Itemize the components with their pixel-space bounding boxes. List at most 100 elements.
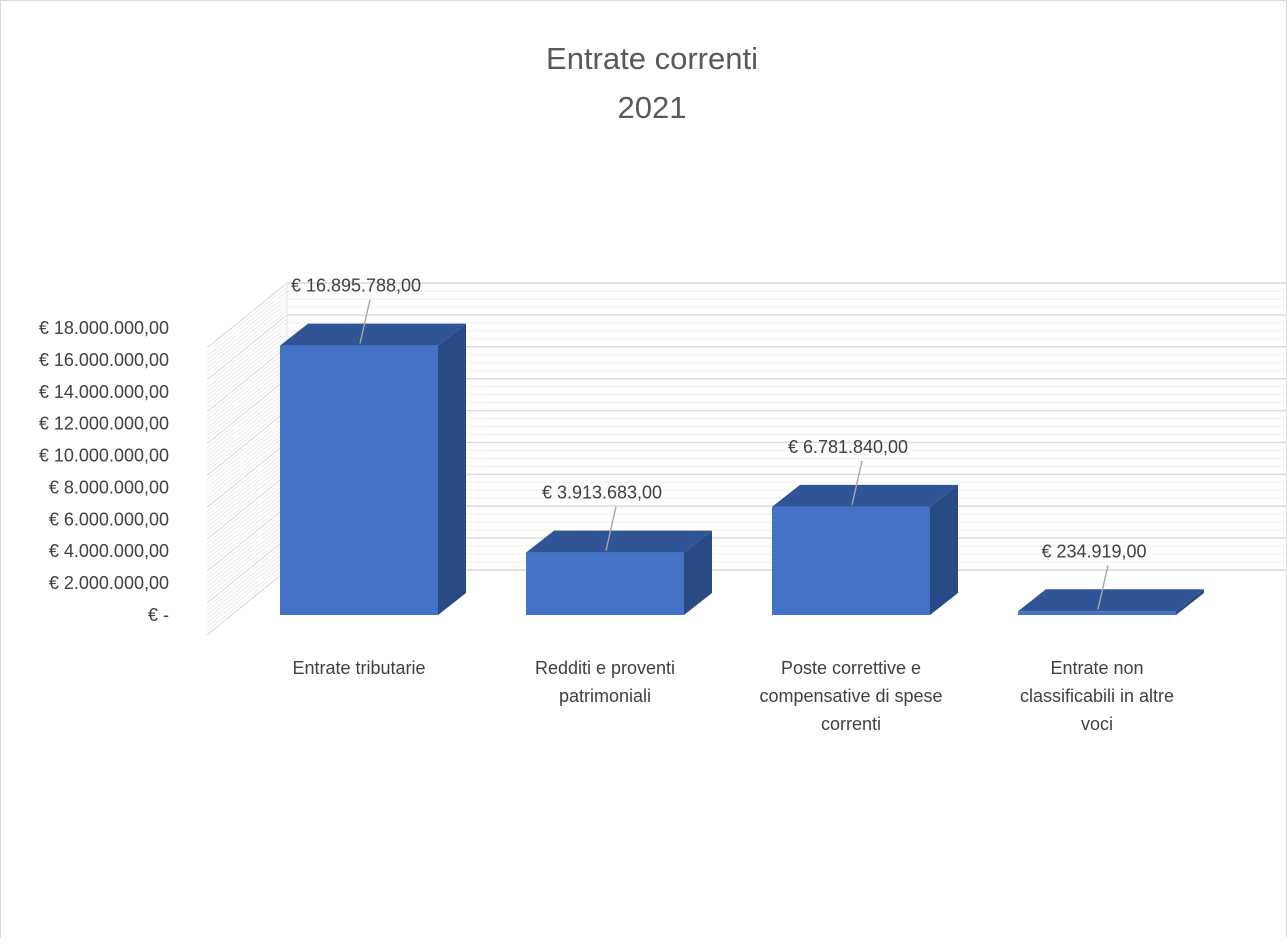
side-wall-hatch bbox=[206, 318, 288, 385]
bar bbox=[526, 552, 684, 615]
side-wall-hatch bbox=[206, 370, 288, 437]
y-tick-label: € 12.000.000,00 bbox=[39, 414, 169, 434]
bar bbox=[772, 506, 930, 615]
side-wall-hatch bbox=[206, 501, 288, 568]
category-label: classificabili in altre bbox=[1020, 686, 1174, 706]
side-wall-hatch bbox=[206, 525, 288, 592]
side-wall-hatch bbox=[206, 366, 288, 433]
data-label: € 3.913.683,00 bbox=[542, 483, 662, 503]
side-wall-hatch bbox=[206, 485, 288, 552]
side-wall-hatch bbox=[206, 338, 288, 405]
side-wall-hatch bbox=[206, 430, 288, 496]
data-label: € 6.781.840,00 bbox=[788, 437, 908, 457]
gridline-side bbox=[206, 314, 288, 381]
bar-top bbox=[772, 484, 958, 507]
data-label-leader bbox=[359, 299, 371, 344]
side-wall-hatch bbox=[206, 418, 288, 484]
side-wall-hatch bbox=[206, 406, 288, 472]
side-wall-hatch bbox=[206, 545, 288, 612]
side-wall-hatch bbox=[206, 481, 288, 548]
side-wall-hatch bbox=[206, 450, 288, 516]
category-label: voci bbox=[1081, 714, 1113, 734]
side-wall-hatch bbox=[206, 541, 288, 608]
side-wall-hatch bbox=[206, 454, 288, 520]
chart-title: Entrate correnti bbox=[546, 41, 758, 76]
side-wall-hatch bbox=[206, 493, 288, 560]
y-tick-label: € 18.000.000,00 bbox=[39, 318, 169, 338]
category-label: Poste correttive e bbox=[781, 658, 921, 678]
side-wall-hatch bbox=[206, 354, 288, 421]
y-tick-label: € 8.000.000,00 bbox=[49, 477, 169, 497]
bars bbox=[280, 323, 1204, 615]
side-wall-hatch bbox=[206, 465, 288, 532]
bar-top bbox=[526, 530, 712, 553]
side-wall-hatch bbox=[206, 517, 288, 584]
category-label: Redditi e proventi bbox=[535, 658, 675, 678]
side-wall-hatch bbox=[206, 358, 288, 425]
bar bbox=[280, 345, 438, 615]
side-wall-hatch bbox=[206, 330, 288, 397]
side-wall-hatch bbox=[206, 521, 288, 588]
category-label: compensative di spese bbox=[759, 686, 942, 706]
data-label-leader bbox=[851, 460, 863, 506]
side-wall-hatch bbox=[206, 513, 288, 580]
category-label: patrimoniali bbox=[559, 686, 651, 706]
side-wall-hatch bbox=[206, 362, 288, 429]
side-wall-hatch bbox=[206, 286, 288, 353]
gridline-side bbox=[206, 410, 288, 476]
side-wall-hatch bbox=[206, 477, 288, 544]
gridline-side bbox=[206, 442, 288, 508]
side-wall-hatch bbox=[206, 394, 288, 460]
gridline-side bbox=[206, 569, 288, 636]
gridline-side bbox=[206, 473, 288, 540]
x-axis: Entrate tributarie Redditi e proventi patr… bbox=[292, 658, 1174, 734]
side-wall-hatch bbox=[206, 497, 288, 564]
bar-side bbox=[1176, 589, 1204, 615]
category-label: correnti bbox=[821, 714, 881, 734]
side-wall-hatch bbox=[206, 422, 288, 488]
side-wall-hatch bbox=[206, 290, 288, 357]
data-label: € 16.895.788,00 bbox=[291, 276, 421, 296]
y-tick-label: € - bbox=[148, 605, 169, 625]
gridline-side bbox=[206, 282, 288, 349]
bar bbox=[1018, 611, 1176, 615]
bar-top bbox=[280, 323, 466, 346]
bar-side bbox=[930, 484, 958, 615]
chart-subtitle: 2021 bbox=[618, 90, 687, 125]
side-wall-hatch bbox=[206, 298, 288, 365]
side-wall-hatch bbox=[206, 398, 288, 464]
side-wall-hatch bbox=[206, 561, 288, 628]
side-wall-hatch bbox=[206, 414, 288, 480]
gridline-side bbox=[206, 537, 288, 604]
y-tick-label: € 14.000.000,00 bbox=[39, 382, 169, 402]
side-wall-hatch bbox=[206, 386, 288, 453]
bar-side bbox=[438, 323, 466, 615]
side-wall-hatch bbox=[206, 382, 288, 449]
side-wall-hatch bbox=[206, 489, 288, 556]
side-wall-hatch bbox=[206, 438, 288, 504]
data-label-leader bbox=[1097, 565, 1109, 610]
side-wall-hatch bbox=[206, 350, 288, 417]
side-wall-hatch bbox=[206, 565, 288, 632]
category-label: Entrate non bbox=[1050, 658, 1143, 678]
side-wall-hatch bbox=[206, 533, 288, 600]
y-tick-label: € 4.000.000,00 bbox=[49, 541, 169, 561]
data-labels: € 16.895.788,00 € 3.913.683,00 € 6.781.840… bbox=[291, 276, 1147, 610]
category-label: Entrate tributarie bbox=[292, 658, 425, 678]
gridline-side bbox=[206, 378, 288, 445]
bar-side bbox=[684, 530, 712, 615]
side-wall-hatch bbox=[206, 549, 288, 616]
data-label-leader bbox=[605, 506, 617, 551]
y-axis: € - € 2.000.000,00 € 4.000.000,00 € 6.000.0… bbox=[39, 318, 169, 625]
side-wall-hatch bbox=[206, 509, 288, 576]
side-wall-hatch bbox=[206, 322, 288, 389]
side-wall-hatch bbox=[206, 458, 288, 524]
side-wall-hatch bbox=[206, 294, 288, 361]
side-wall-hatch bbox=[206, 302, 288, 369]
y-tick-label: € 16.000.000,00 bbox=[39, 350, 169, 370]
side-wall-hatch bbox=[206, 402, 288, 468]
side-wall-hatch bbox=[206, 434, 288, 500]
side-wall-hatch bbox=[206, 446, 288, 512]
side-wall-hatch bbox=[206, 306, 288, 373]
